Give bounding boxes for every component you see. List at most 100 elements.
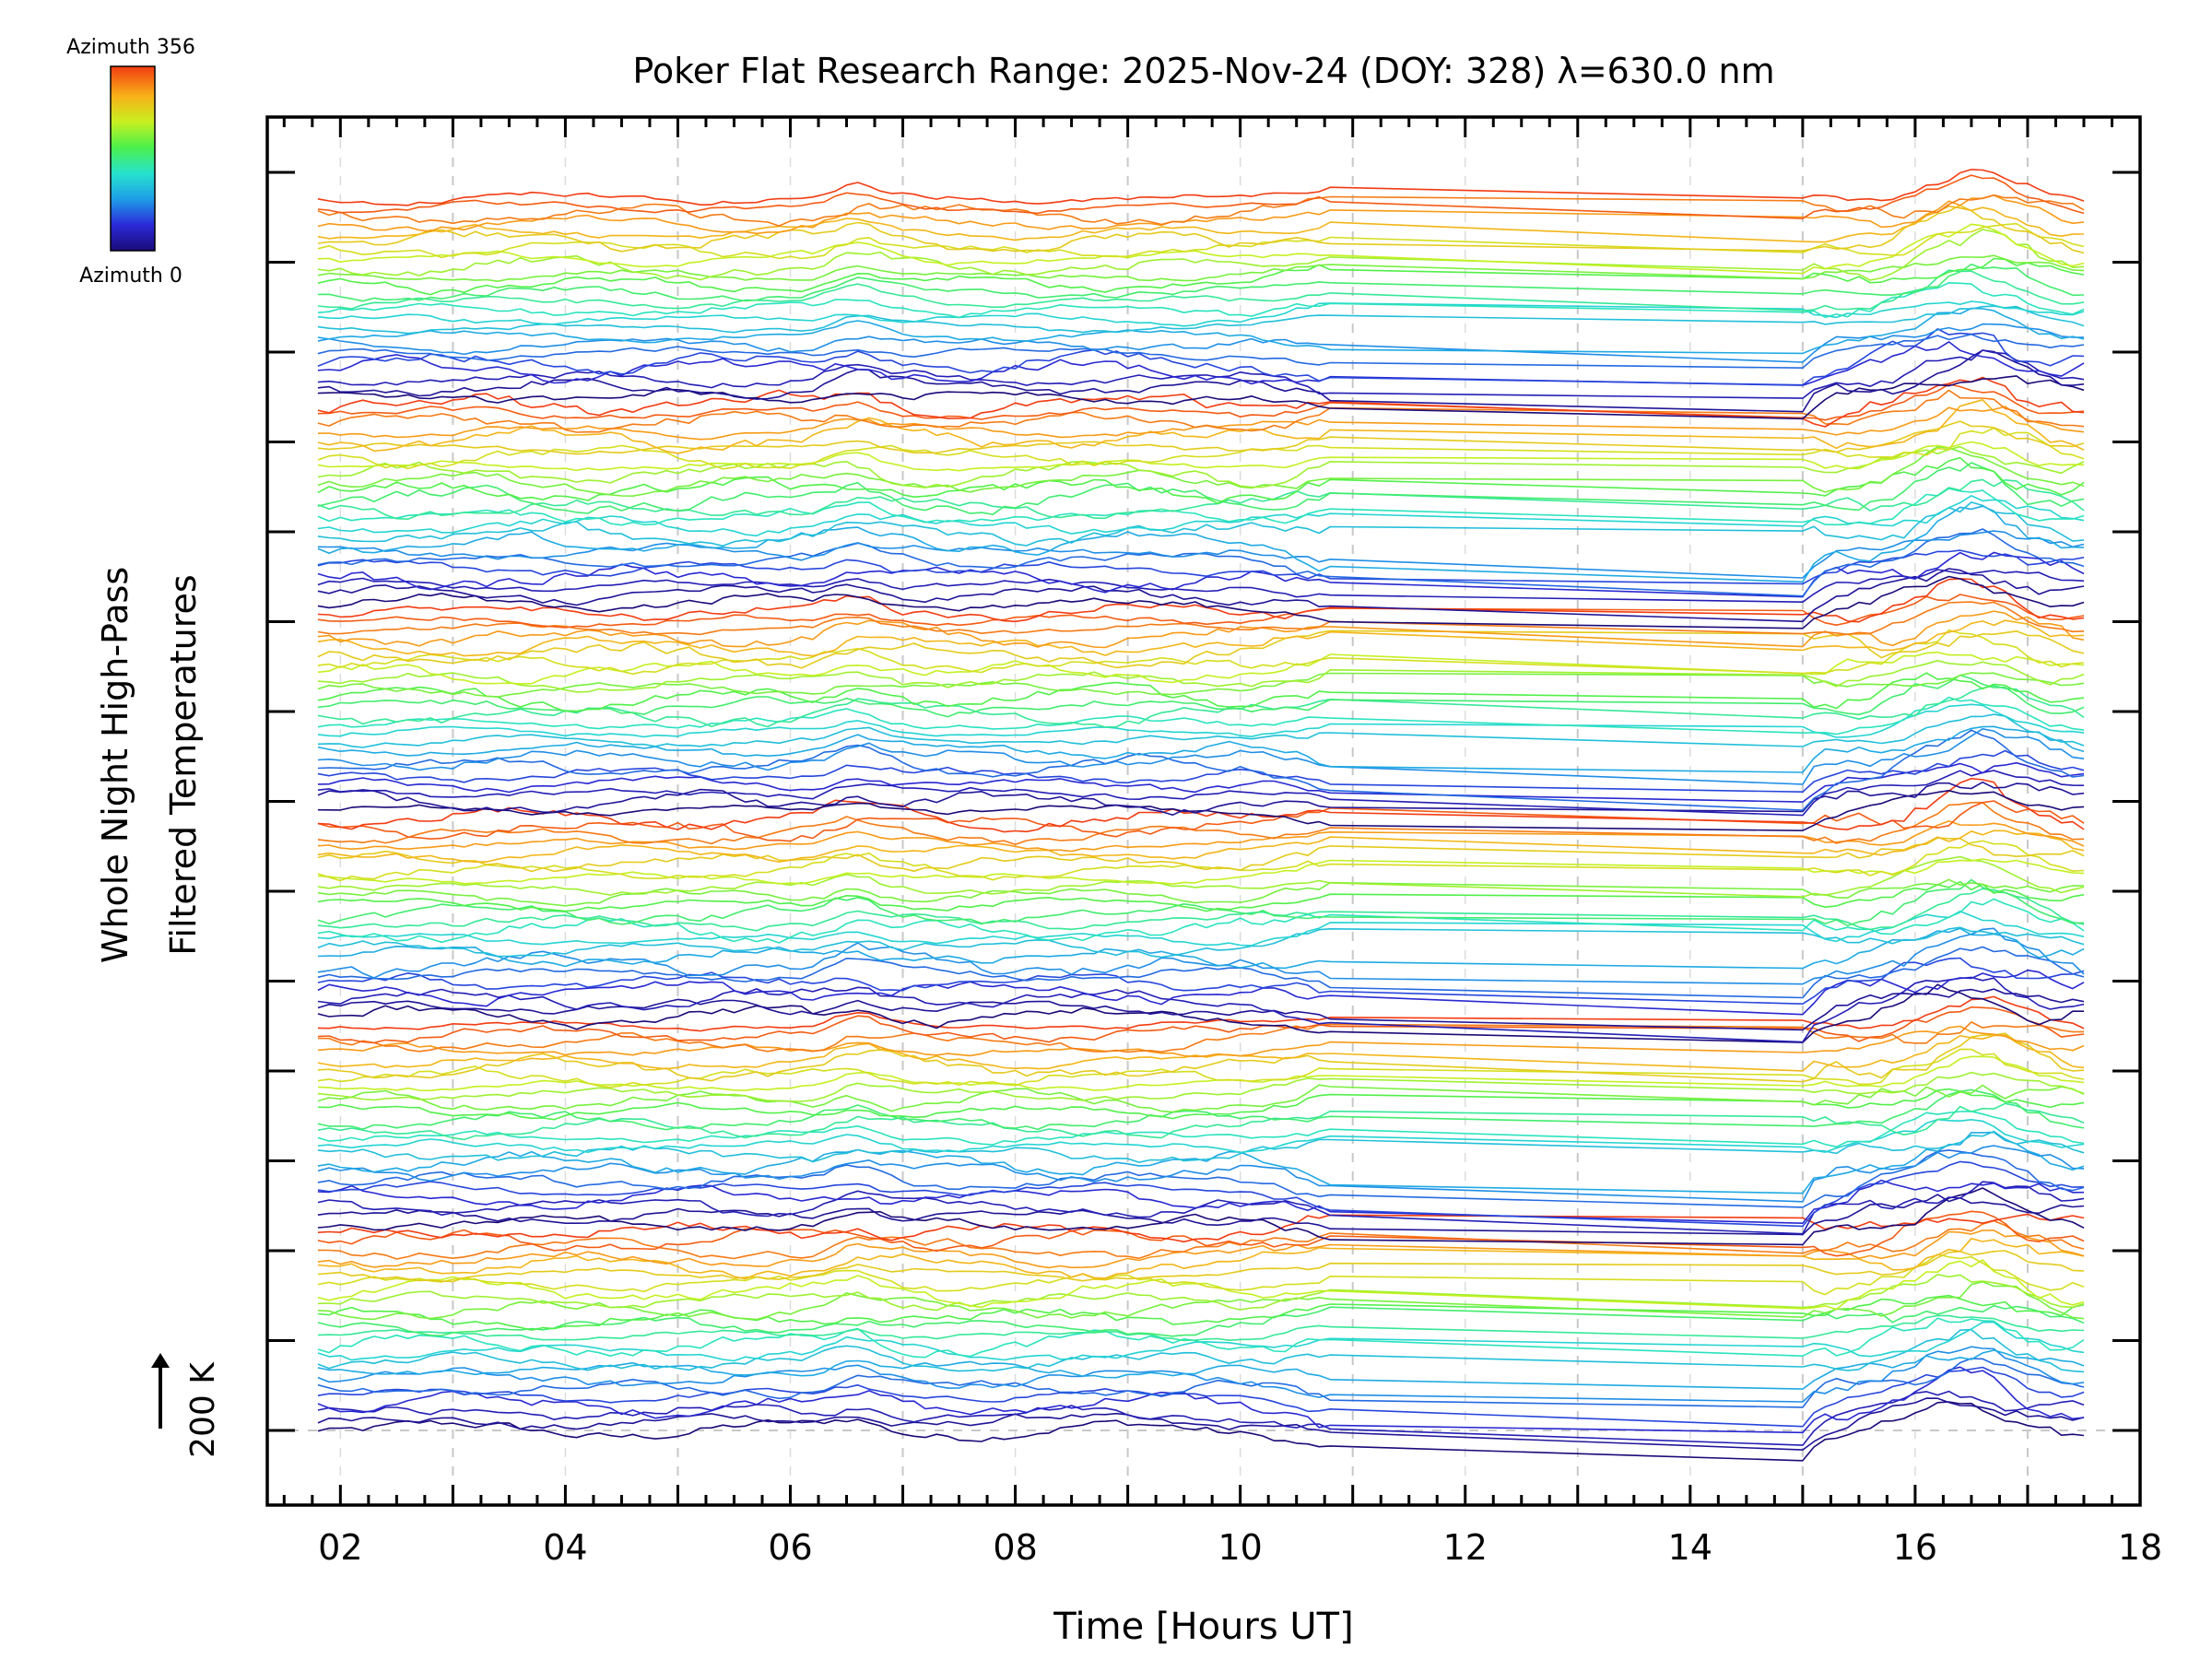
temperature-trace [317,427,2085,470]
temperature-trace [317,910,2085,947]
temperature-trace [317,1111,2085,1148]
temperature-trace [317,549,2085,585]
temperature-trace [317,988,2085,1031]
temperature-trace [317,530,2085,579]
temperature-trace [317,1102,2085,1141]
temperature-trace [317,1088,2085,1121]
x-tick-label: 06 [768,1527,812,1568]
temperature-trace [317,1397,2085,1451]
temperature-trace [317,761,2085,803]
colorbar-top-label: Azimuth 356 [66,36,195,59]
temperature-trace [317,441,2085,472]
temperature-trace [317,1366,2085,1428]
temperature-trace [317,801,2085,846]
temperature-trace [317,1259,2085,1311]
temperature-trace [317,305,2085,335]
temperature-trace [317,855,2085,898]
temperature-trace [317,660,2085,693]
temperature-trace [317,1349,2085,1390]
temperature-trace [317,1401,2085,1462]
temperature-trace [317,1055,2085,1092]
temperature-trace [317,1048,2085,1088]
temperature-trace [317,685,2085,728]
y-axis-label-line2: Filtered Temperatures [163,574,204,955]
temperature-trace [317,194,2085,235]
temperature-trace [317,1366,2085,1434]
plot-frame [265,115,2142,1507]
scale-bar-arrow-head [151,1353,170,1368]
x-tick-label: 16 [1893,1527,1937,1568]
temperature-trace [317,1131,2085,1194]
temperature-trace [317,505,2085,583]
temperature-trace [317,264,2085,302]
temperature-trace [317,1238,2085,1280]
temperature-trace [317,674,2085,718]
temperature-trace [317,888,2085,932]
temperature-trace [317,462,2085,515]
x-axis-label: Time [Hours UT] [1053,1606,1353,1648]
temperature-trace [317,174,2085,219]
temperature-trace [317,269,2085,312]
temperature-trace [317,927,2085,970]
temperature-trace [317,858,2085,885]
temperature-trace [317,1025,2085,1058]
temperature-trace [317,194,2085,227]
temperature-trace [317,375,2085,420]
temperature-trace [317,800,2085,842]
temperature-trace [317,169,2085,206]
temperature-trace [317,601,2085,636]
temperature-trace [317,575,2085,629]
temperature-trace [317,629,2085,676]
temperature-trace [317,254,2085,282]
temperature-trace [317,1130,2085,1163]
temperature-trace [317,703,2085,738]
temperature-trace [317,1294,2085,1331]
x-tick-label: 04 [543,1527,587,1568]
temperature-trace [317,376,2085,428]
temperature-trace [317,341,2085,386]
temperature-trace [317,205,2085,254]
temperature-trace [317,672,2085,712]
temperature-trace [317,1210,2085,1257]
azimuth-colorbar: Azimuth 356 Azimuth 0 [66,36,195,288]
temperature-trace [317,222,2085,260]
temperature-trace [317,223,2085,275]
temperature-trace [317,1006,2085,1044]
temperature-trace [317,976,2085,1043]
temperature-trace [317,1328,2085,1373]
temperature-trace [317,594,2085,629]
axis-ticks [267,117,2140,1505]
temperature-trace [317,1021,2085,1053]
temperature-trace [317,1181,2085,1235]
scale-bar-label: 200 K [184,1361,222,1458]
temperature-trace [317,1346,2085,1403]
temperature-trace [317,790,2085,831]
temperature-trace [317,1032,2085,1083]
temperature-trace [317,446,2085,497]
temperature-trace [317,349,2085,413]
x-tick-label: 02 [318,1527,362,1568]
temperature-trace [317,1317,2085,1359]
colorbar-gradient [110,65,156,252]
temperature-trace [317,328,2085,386]
temperature-trace [317,946,2085,999]
temperature-trace [317,205,2085,243]
temperature-trace [317,728,2085,785]
temperature-trace [317,1194,2085,1236]
temperature-trace [317,1250,2085,1283]
temperature-trace [317,1321,2085,1362]
temperature-trace [317,399,2085,454]
temperature-trace [317,878,2085,907]
temperature-trace [317,1071,2085,1102]
temperature-trace [317,777,2085,833]
temperature-trace [317,881,2085,912]
temperature-trace [317,781,2085,816]
temperature-trace [317,333,2085,369]
temperature-trace [317,1084,2085,1113]
temperature-trace [317,713,2085,748]
temperature-trace [317,1149,2085,1208]
temperature-trace [317,501,2085,547]
temperature-trace [317,1213,2085,1243]
temperature-trace [317,820,2085,853]
